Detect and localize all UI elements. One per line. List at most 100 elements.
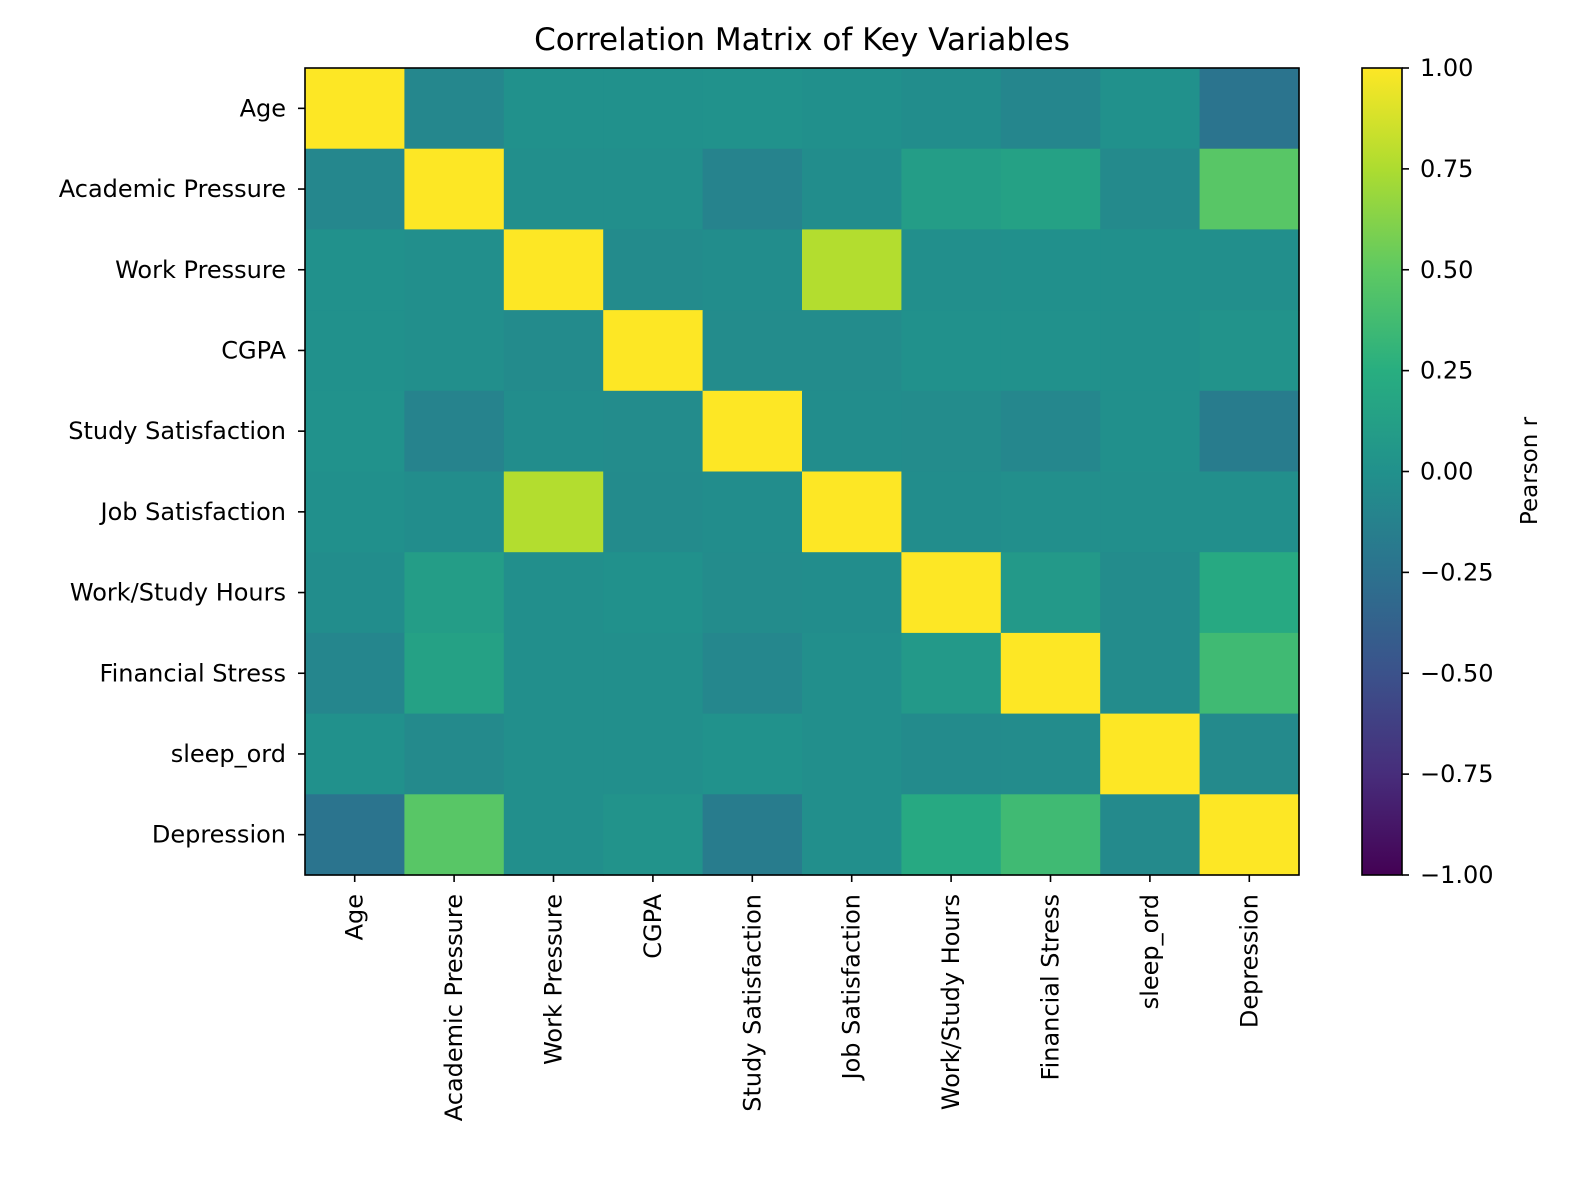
heatmap-cell (702, 68, 803, 150)
heatmap-cell (802, 229, 902, 311)
heatmap-cell (503, 229, 604, 311)
heatmap-cells (305, 68, 1300, 876)
heatmap-cell (603, 68, 704, 150)
heatmap-cell (305, 632, 405, 715)
heatmap-cell (1199, 68, 1300, 150)
heatmap-cell (702, 390, 803, 473)
heatmap-cell (1100, 552, 1201, 634)
heatmap-cell (603, 310, 704, 392)
heatmap-cell (404, 713, 505, 795)
heatmap-cell (1199, 713, 1300, 795)
heatmap-frame (304, 67, 1300, 876)
colorbar-ticks: 1.00 0.75 0.50 0.25 0.00 −0.25 −0.50 −0.75 −1.00 (1402, 54, 1494, 889)
heatmap-cell (1000, 632, 1101, 715)
heatmap-cell (901, 310, 1002, 392)
colorbar-tick-label: 0.50 (1420, 256, 1473, 284)
column-tick-label: Academic Pressure (440, 894, 468, 1121)
heatmap-cell (603, 148, 704, 230)
heatmap-cell (305, 68, 405, 150)
heatmap-cell (802, 552, 902, 634)
row-tick-label: sleep_ord (171, 740, 286, 768)
heatmap-cell (404, 229, 505, 311)
heatmap-cell (404, 632, 505, 715)
heatmap-cell (1100, 310, 1201, 392)
heatmap-cell (305, 229, 405, 311)
heatmap-cell (702, 794, 803, 876)
heatmap-cell (901, 552, 1002, 634)
heatmap-cell (802, 794, 902, 876)
column-tick-label: Depression (1235, 894, 1263, 1028)
heatmap-cell (1199, 148, 1300, 230)
heatmap-cell (802, 390, 902, 473)
heatmap-cell (1100, 229, 1201, 311)
heatmap-cell (305, 713, 405, 795)
heatmap-cell (1000, 390, 1101, 473)
chart-title: Correlation Matrix of Key Variables (534, 22, 1070, 58)
heatmap-cell (404, 310, 505, 392)
column-tick-label: sleep_ord (1136, 894, 1164, 1009)
heatmap-cell (702, 552, 803, 634)
heatmap-cell (802, 310, 902, 392)
heatmap-cell (702, 310, 803, 392)
column-tick-label: Work/Study Hours (937, 894, 965, 1110)
heatmap-cell (1000, 68, 1101, 150)
heatmap-cell (503, 471, 604, 553)
heatmap-cell (901, 390, 1002, 473)
heatmap-cell (1100, 390, 1201, 473)
heatmap-cell (305, 471, 405, 553)
colorbar-tick-label: −0.50 (1420, 659, 1494, 687)
heatmap-cell (603, 552, 704, 634)
column-tick-label: Study Satisfaction (738, 894, 766, 1112)
heatmap-cell (1100, 632, 1201, 715)
column-tick-label: Job Satisfaction (838, 894, 866, 1081)
heatmap-cell (503, 310, 604, 392)
heatmap-cell (503, 68, 604, 150)
heatmap-cell (901, 148, 1002, 230)
colorbar (1361, 67, 1403, 876)
heatmap-cell (702, 148, 803, 230)
colorbar-tick-label: 0.75 (1420, 155, 1473, 183)
heatmap-cell (305, 390, 405, 473)
row-tick-labels: Age Academic Pressure Work Pressure CGPA Stu… (59, 94, 305, 849)
heatmap-cell (1000, 552, 1101, 634)
heatmap-cell (901, 68, 1002, 150)
heatmap-cell (1199, 390, 1300, 473)
heatmap-cell (702, 229, 803, 311)
heatmap-cell (603, 713, 704, 795)
row-tick-label: Job Satisfaction (99, 498, 286, 526)
row-tick-label: Work Pressure (115, 256, 286, 284)
column-tick-labels: Age Academic Pressure Work Pressure CGPA Stu… (341, 875, 1263, 1121)
heatmap-cell (1000, 713, 1101, 795)
heatmap-cell (901, 632, 1002, 715)
heatmap-cell (603, 229, 704, 311)
heatmap-cell (404, 552, 505, 634)
row-tick-label: Financial Stress (100, 659, 286, 687)
heatmap-cell (802, 471, 902, 553)
colorbar-tick-label: 0.00 (1420, 458, 1473, 486)
row-tick-label: Age (240, 94, 286, 122)
heatmap-cell (1199, 471, 1300, 553)
heatmap-cell (404, 794, 505, 876)
row-tick-label: CGPA (221, 336, 286, 364)
heatmap-cell (702, 632, 803, 715)
heatmap-cell (603, 632, 704, 715)
heatmap-cell (603, 471, 704, 553)
heatmap-cell (503, 552, 604, 634)
heatmap-cell (503, 148, 604, 230)
heatmap-cell (404, 68, 505, 150)
row-tick-label: Academic Pressure (59, 175, 286, 203)
row-tick-label: Work/Study Hours (70, 579, 286, 607)
heatmap-cell (702, 713, 803, 795)
heatmap-cell (1199, 794, 1300, 876)
heatmap-cell (1199, 552, 1300, 634)
heatmap-cell (1000, 310, 1101, 392)
heatmap-cell (503, 390, 604, 473)
heatmap-cell (901, 794, 1002, 876)
heatmap-cell (503, 632, 604, 715)
heatmap-cell (802, 632, 902, 715)
heatmap-cell (305, 148, 405, 230)
heatmap-cell (1199, 632, 1300, 715)
heatmap-cell (603, 794, 704, 876)
colorbar-label: Pearson r (1517, 416, 1543, 525)
heatmap-cell (901, 229, 1002, 311)
